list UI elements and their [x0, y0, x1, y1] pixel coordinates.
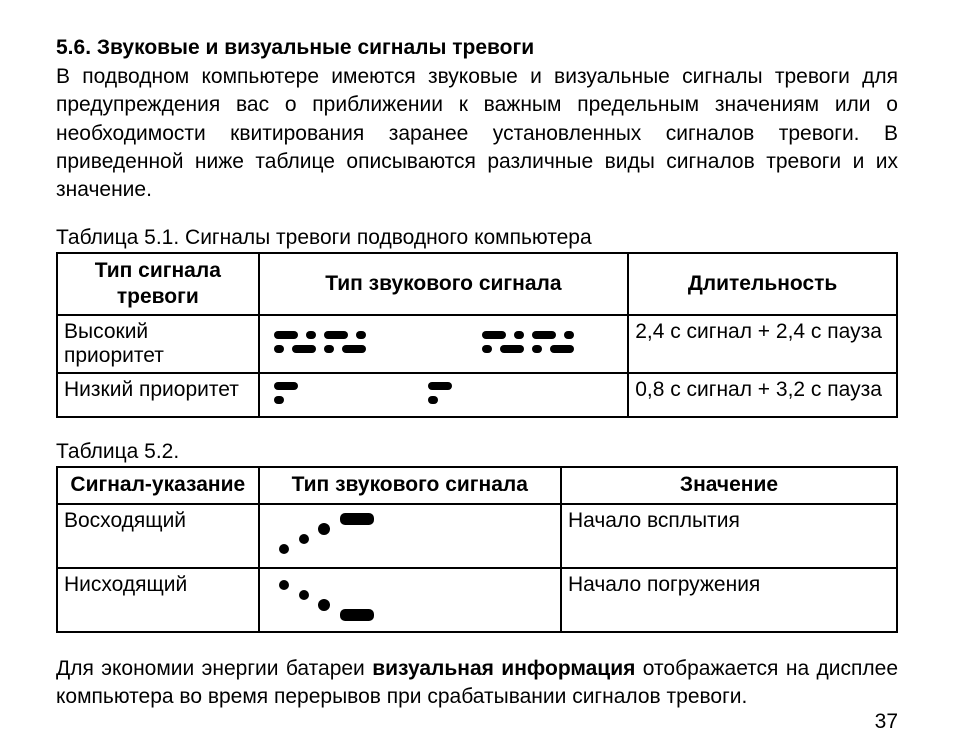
table-row: Высокий приоритет 2,4 с сигнал + 2,4 с па…	[57, 315, 897, 373]
table1-caption: Таблица 5.1. Сигналы тревоги подводного …	[56, 226, 898, 250]
table-header-row: Сигнал-указание Тип звукового сигнала Зн…	[57, 467, 897, 503]
table2-caption: Таблица 5.2.	[56, 440, 898, 464]
col-indication: Сигнал-указание	[57, 467, 259, 503]
footer-prefix: Для экономии энергии батареи	[56, 657, 372, 680]
alarm-table: Тип сигнала трево­ги Тип звукового сигна…	[56, 252, 898, 419]
footer-paragraph: Для экономии энергии батареи визуальная …	[56, 655, 898, 711]
descending-ramp-icon	[266, 575, 408, 625]
col-sound-type: Тип звукового сигнала	[259, 253, 629, 316]
footer-bold: визуальная информация	[372, 657, 635, 680]
col-sound-type: Тип звукового сигнала	[259, 467, 561, 503]
ascending-ramp-icon	[266, 511, 408, 561]
sound-pattern-icon	[266, 329, 632, 359]
table-row: Нисходящий Начало погружения	[57, 568, 897, 632]
page-number: 37	[875, 710, 898, 734]
sound-pattern-icon	[266, 380, 484, 410]
sound-pattern-cell	[259, 568, 561, 632]
alarm-type-cell: Низкий приоритет	[57, 373, 259, 417]
col-duration: Длительность	[628, 253, 897, 316]
indication-cell: Восходящий	[57, 504, 259, 568]
meaning-cell: Начало погружения	[561, 568, 897, 632]
page: 5.6. Звуковые и визуальные сигналы трево…	[0, 0, 954, 756]
intro-paragraph: В подводном компьютере имеются звуковые …	[56, 63, 898, 204]
indication-cell: Нисходящий	[57, 568, 259, 632]
meaning-cell: Начало всплытия	[561, 504, 897, 568]
section-heading: 5.6. Звуковые и визуальные сигналы трево…	[56, 34, 898, 61]
table-header-row: Тип сигнала трево­ги Тип звукового сигна…	[57, 253, 897, 316]
indication-table: Сигнал-указание Тип звукового сигнала Зн…	[56, 466, 898, 632]
sound-pattern-cell	[259, 373, 629, 417]
alarm-type-cell: Высокий приоритет	[57, 315, 259, 373]
duration-cell: 0,8 с сигнал + 3,2 с пауза	[628, 373, 897, 417]
table-row: Восходящий Начало всплытия	[57, 504, 897, 568]
col-alarm-type: Тип сигнала трево­ги	[57, 253, 259, 316]
duration-cell: 2,4 с сигнал + 2,4 с пауза	[628, 315, 897, 373]
sound-pattern-cell	[259, 504, 561, 568]
sound-pattern-cell	[259, 315, 629, 373]
table-row: Низкий приоритет 0,8 с сигнал + 3,2 с пау…	[57, 373, 897, 417]
col-meaning: Значение	[561, 467, 897, 503]
